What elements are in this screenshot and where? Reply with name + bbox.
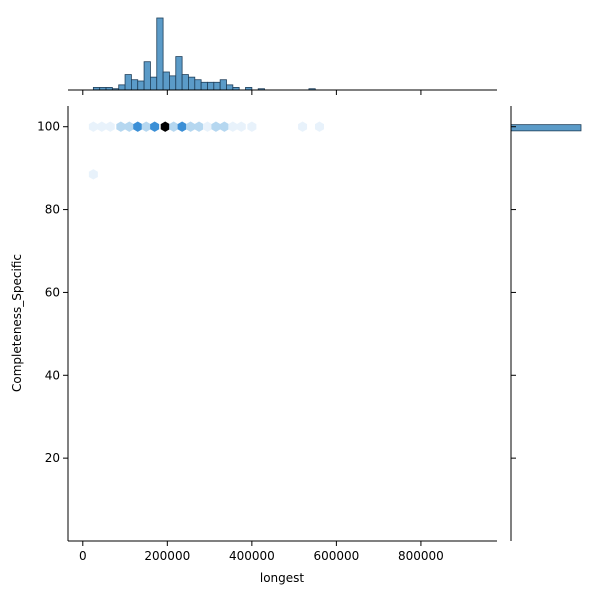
marginal-y-bar	[510, 124, 582, 132]
hexbin-layer	[88, 121, 324, 180]
hexbin-cell	[105, 121, 115, 132]
hexbin-cell	[88, 169, 98, 180]
marginal-x-bar	[143, 61, 151, 91]
marginal-x-bar	[130, 79, 139, 91]
marginal-x-bar	[194, 79, 202, 91]
marginal-x-bar	[124, 74, 132, 91]
hexbin-cell	[314, 121, 324, 132]
y-tick-label: 100	[37, 120, 60, 134]
marginal-x-bar	[181, 74, 189, 91]
y-tick-label: 20	[45, 451, 60, 465]
marginal-x-bar	[207, 81, 215, 91]
x-ticks: 0 200000 400000 600000 800000	[79, 541, 444, 563]
marginal-x-bar	[150, 76, 158, 91]
y-tick-label: 60	[45, 285, 60, 299]
hexbin-cell	[169, 121, 179, 132]
hexbin-cell	[211, 121, 221, 132]
hexbin-cell	[298, 121, 308, 132]
main-plot: 0 200000 400000 600000 800000 20 40 60 80 100 lo…	[10, 106, 497, 585]
y-axis-label: Completeness_Specific	[10, 254, 24, 392]
marginal-y-bars	[510, 124, 582, 132]
marginal-x-bar	[137, 80, 145, 91]
x-tick-label: 600000	[313, 549, 359, 563]
hexbin-cell	[236, 121, 246, 132]
hexbin-cell	[97, 121, 107, 132]
y-ticks: 20 40 60 80 100	[37, 120, 68, 465]
hexbin-cell	[150, 121, 160, 132]
hexbin-cell	[219, 121, 229, 132]
marginal-x-bar	[213, 81, 221, 91]
hexbin-cell	[202, 121, 212, 132]
hexbin-cell	[186, 121, 196, 132]
hexbin-cell	[194, 121, 204, 132]
marginal-y-ticks	[511, 126, 516, 459]
hexbin-cell	[133, 121, 143, 132]
x-axis-label: longest	[260, 571, 305, 585]
x-tick-label: 800000	[398, 549, 444, 563]
hexbin-cell	[160, 121, 170, 132]
marginal-x-bar	[118, 84, 126, 91]
hexbin-cell	[88, 121, 98, 132]
y-tick-label: 40	[45, 368, 60, 382]
marginal-x-histogram	[68, 17, 497, 95]
marginal-x-bar	[169, 75, 177, 91]
marginal-x-bar	[200, 81, 208, 91]
marginal-x-bar	[226, 84, 234, 91]
marginal-y-histogram	[510, 106, 582, 541]
hexbin-cell	[116, 121, 126, 132]
hexbin-cell	[177, 121, 187, 132]
hexbin-cell	[141, 121, 151, 132]
x-tick-label: 200000	[144, 549, 190, 563]
hexbin-cell	[228, 121, 238, 132]
hexbin-cell	[124, 121, 134, 132]
x-tick-label: 400000	[229, 549, 275, 563]
marginal-x-bar	[162, 71, 170, 91]
y-tick-label: 80	[45, 203, 60, 217]
marginal-x-bar	[188, 76, 196, 91]
x-tick-label: 0	[79, 549, 87, 563]
marginal-x-bar	[219, 79, 227, 91]
hexbin-cell	[247, 121, 257, 132]
marginal-x-bar	[156, 17, 164, 91]
marginal-x-bars	[92, 17, 316, 91]
marginal-x-bar	[175, 56, 183, 91]
marginal-x-ticks	[82, 90, 422, 95]
